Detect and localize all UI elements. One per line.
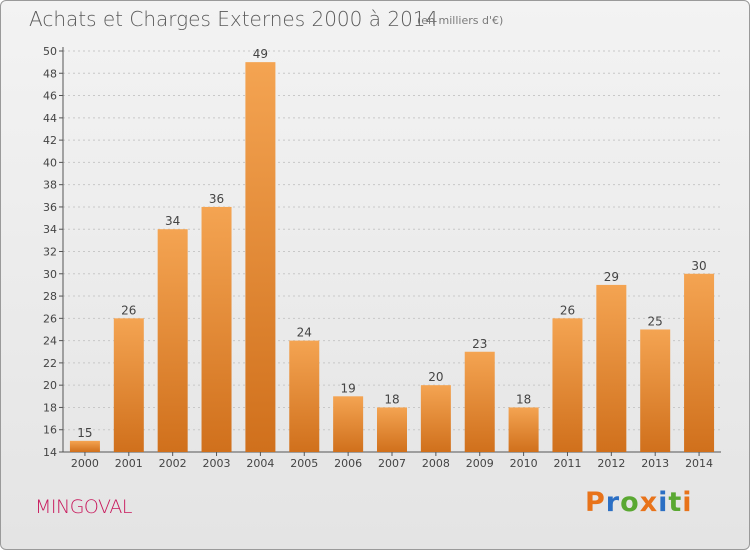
x-tick-label: 2009 [466,457,494,470]
y-tick-label: 20 [43,379,57,392]
bar [552,318,583,452]
y-tick-label: 46 [43,90,57,103]
y-tick-label: 34 [43,223,57,236]
data-label: 24 [297,326,312,340]
x-tick-label: 2013 [641,457,669,470]
x-tick-label: 2002 [159,457,187,470]
data-label: 34 [165,214,180,228]
y-tick-label: 24 [43,335,57,348]
y-tick-label: 38 [43,179,57,192]
bar [113,318,144,452]
x-tick-label: 2012 [597,457,625,470]
bar [289,340,320,452]
data-label: 36 [209,192,224,206]
x-tick-label: 2006 [334,457,362,470]
commune-name: MINGOVAL [35,496,132,518]
brand-letter: i [682,487,693,518]
data-label: 23 [472,337,487,351]
x-tick-label: 2000 [71,457,99,470]
bar [420,385,451,452]
bar [69,440,100,452]
bar [464,351,495,452]
x-tick-label: 2007 [378,457,406,470]
x-tick-label: 2005 [290,457,318,470]
y-tick-label: 30 [43,268,57,281]
y-tick-label: 28 [43,290,57,303]
brand-letter: o [620,487,640,518]
data-label: 26 [121,303,136,317]
brand-letter: t [668,487,683,518]
data-label: 15 [77,426,92,440]
data-label: 18 [384,392,399,406]
data-label: 26 [560,303,575,317]
y-tick-label: 42 [43,134,57,147]
proxiti-logo: Proxiti [585,487,693,518]
y-tick-label: 22 [43,357,57,370]
bar [684,273,715,452]
bar [596,284,627,452]
x-tick-label: 2014 [685,457,713,470]
data-label: 19 [340,381,355,395]
y-tick-label: 48 [43,67,57,80]
brand-letter: P [585,487,606,518]
x-tick-label: 2003 [203,457,231,470]
brand-letter: i [658,487,669,518]
data-label: 29 [604,270,619,284]
brand-letter: r [605,487,621,518]
y-tick-label: 32 [43,246,57,259]
y-tick-label: 16 [43,424,57,437]
x-tick-label: 2001 [115,457,143,470]
data-label: 30 [691,259,706,273]
data-label: 49 [253,47,268,61]
y-tick-label: 44 [43,112,57,125]
bar [508,407,539,452]
x-tick-label: 2008 [422,457,450,470]
x-tick-label: 2011 [553,457,581,470]
bar [201,206,232,452]
x-tick-label: 2004 [246,457,274,470]
data-label: 25 [648,314,663,328]
bar [640,329,671,452]
bar [245,62,276,453]
bar [333,396,364,452]
chart-title: Achats et Charges Externes 2000 à 2014 [29,7,439,31]
brand-letter: x [639,487,659,518]
data-label: 20 [428,370,443,384]
y-tick-label: 40 [43,156,57,169]
y-tick-label: 36 [43,201,57,214]
y-tick-label: 26 [43,312,57,325]
x-tick-label: 2010 [510,457,538,470]
data-label: 18 [516,392,531,406]
y-tick-label: 14 [43,446,57,459]
y-tick-label: 50 [43,45,57,58]
y-tick-label: 18 [43,401,57,414]
bar [157,229,188,452]
bar [377,407,407,452]
chart-subtitle: (en milliers d'€) [417,14,504,27]
